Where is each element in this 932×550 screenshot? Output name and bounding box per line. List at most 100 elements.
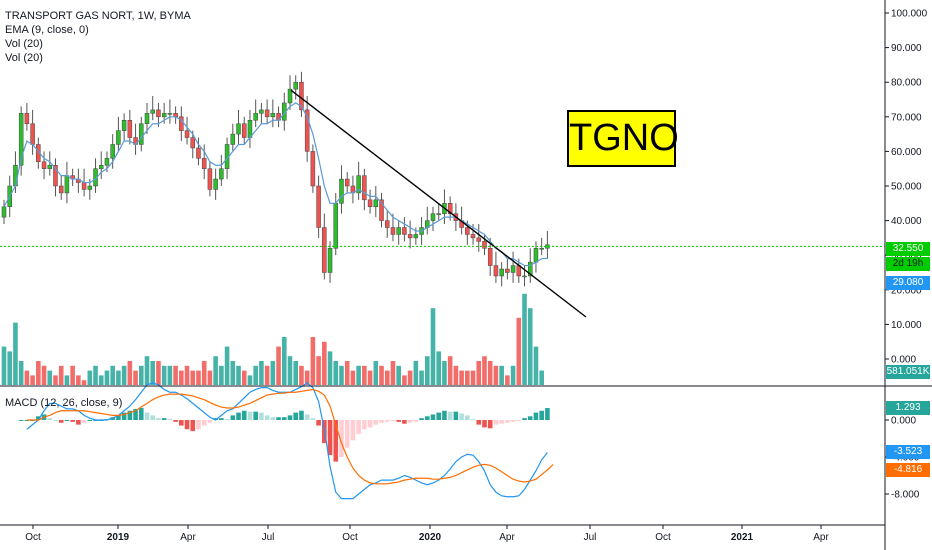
candle-down	[190, 137, 196, 149]
price-tick-label: 10.000	[891, 320, 922, 331]
macd-histogram-bar	[533, 412, 539, 420]
macd-histogram-bar	[487, 420, 493, 429]
macd-histogram-bar	[430, 414, 436, 420]
time-tick-label: Oct	[25, 532, 41, 543]
macd-histogram-bar	[505, 420, 510, 423]
macd-histogram-bar	[522, 418, 527, 420]
macd-histogram-bar	[493, 420, 499, 425]
signal-line	[26, 388, 554, 485]
price-axis[interactable]: 100.000 90.000 80.000 70.000 60.000 50.000 40.…	[885, 9, 928, 366]
volume-bar	[362, 365, 367, 385]
volume-bar	[470, 370, 476, 385]
time-tick-label: Jul	[584, 532, 597, 543]
volume-bar	[424, 356, 430, 385]
macd-histogram-bar	[424, 416, 430, 420]
volume-bar	[18, 361, 24, 385]
candle-up	[87, 185, 93, 190]
volume-bar	[407, 370, 413, 385]
macd-histogram-bar	[545, 408, 550, 420]
macd-histogram-bar	[236, 412, 241, 420]
volume-bar	[110, 365, 115, 385]
volume-bar	[190, 370, 196, 385]
macd-histogram-bar	[333, 420, 339, 462]
macd-histogram-bar	[47, 418, 53, 420]
macd-histogram-bar	[213, 418, 218, 420]
macd-histogram-bar	[76, 420, 81, 425]
candle-up	[396, 227, 401, 235]
volume-legend-1[interactable]: Vol (20)	[5, 38, 43, 50]
volume-bar	[264, 365, 270, 385]
macd-histogram-bar	[407, 420, 413, 423]
volume-bar	[161, 365, 167, 385]
volume-bar	[41, 365, 47, 385]
volume-bar	[36, 361, 41, 385]
candle-up	[18, 113, 24, 166]
volume-legend-2[interactable]: Vol (20)	[5, 52, 43, 64]
time-tick-label: Oct	[655, 532, 671, 543]
candle-down	[487, 248, 493, 266]
volume-bar	[58, 365, 64, 385]
candle-up	[144, 113, 150, 124]
time-tick-label: Apr	[180, 532, 196, 543]
volume-bar	[390, 361, 396, 385]
price-tick-label: 40.000	[891, 216, 922, 227]
candle-up	[161, 113, 167, 118]
volume-bar	[459, 370, 464, 385]
macd-histogram-bar	[201, 420, 207, 426]
candle-up	[150, 109, 155, 114]
volume-bar	[476, 361, 482, 385]
macd-histogram-bar	[58, 420, 64, 423]
volume-bar	[310, 337, 316, 385]
candle-up	[213, 178, 218, 190]
time-tick-label: 2021	[731, 532, 754, 543]
candle-down	[379, 199, 384, 221]
volume-bar	[247, 375, 253, 385]
volume-bar	[87, 370, 93, 385]
candle-up	[236, 123, 241, 135]
candle-down	[402, 227, 407, 235]
volume-bar	[81, 380, 87, 385]
macd-histogram-bar	[390, 420, 396, 421]
volume-bar	[487, 361, 493, 385]
candle-up	[527, 261, 533, 277]
macd-histogram-bar	[190, 420, 196, 432]
macd-legend[interactable]: MACD (12, 26, close, 9)	[5, 397, 123, 409]
candle-up	[413, 234, 419, 239]
price-tick-label: 100.000	[891, 9, 928, 20]
candle-up	[167, 113, 173, 115]
candle-up	[253, 113, 258, 121]
volume-bar	[344, 361, 350, 385]
macd-histogram-bar	[81, 420, 87, 423]
volume-bar	[70, 365, 75, 385]
candle-up	[219, 168, 224, 180]
macd-histogram-bar	[18, 420, 24, 421]
macd-histogram-bar	[133, 408, 138, 420]
candle-up	[436, 213, 441, 215]
tgno-annotation[interactable]: TGNO	[567, 110, 679, 167]
volume-bar	[224, 346, 230, 385]
macd-histogram-bar	[293, 412, 299, 420]
macd-histogram-bar	[384, 420, 390, 422]
macd-histogram-bar	[316, 420, 321, 426]
time-axis[interactable]: Oct 2019 Apr Jul Oct 2020 Apr Jul Oct 2021 Apr	[25, 525, 829, 543]
volume-bar	[453, 365, 459, 385]
volume-bar	[465, 370, 470, 385]
macd-histogram-bar	[310, 418, 316, 420]
ema-legend[interactable]: EMA (9, close, 0)	[5, 24, 89, 36]
ema-value-badge: 29.080	[886, 276, 930, 290]
macd-histogram-bar	[287, 415, 293, 420]
volume-bar	[447, 356, 453, 385]
time-tick-label: 2019	[107, 532, 130, 543]
volume-bar	[173, 365, 178, 385]
volume-bar	[276, 346, 281, 385]
volume-bar	[30, 375, 35, 385]
symbol-title[interactable]: TRANSPORT GAS NORT, 1W, BYMA	[5, 10, 191, 22]
candle-down	[207, 168, 213, 190]
volume-bar	[430, 308, 436, 385]
volume-bar	[339, 365, 344, 385]
macd-histogram-bar	[161, 418, 167, 420]
candle-up	[1, 206, 7, 218]
macd-histogram-bar	[362, 420, 367, 430]
volume-bar	[419, 370, 424, 385]
